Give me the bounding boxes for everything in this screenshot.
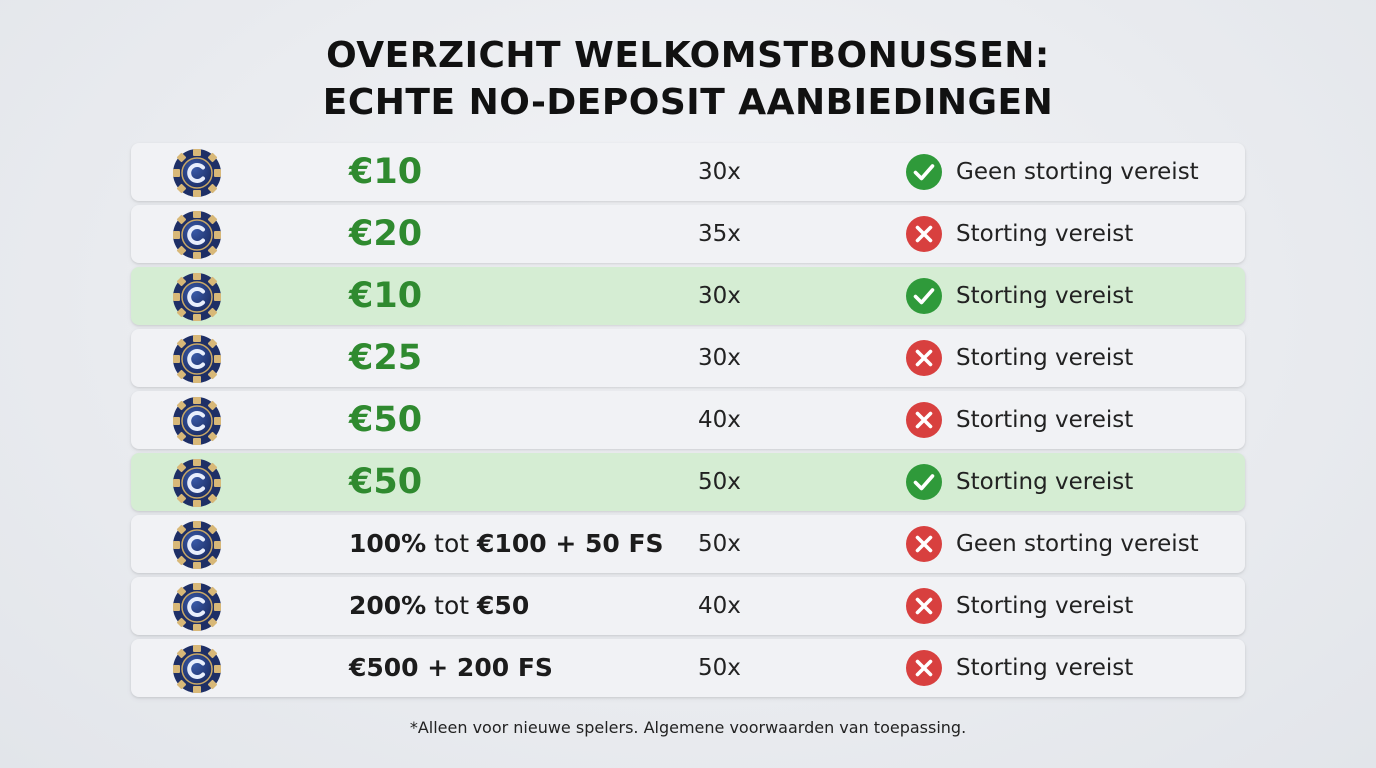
casino-chip-icon xyxy=(172,644,222,694)
bonus-table: €10 30x Geen storting vereist €20 35x Stor… xyxy=(131,143,1245,701)
bonus-amount: €10 xyxy=(349,143,422,201)
bonus-amount-main: €50 xyxy=(349,400,423,440)
check-icon xyxy=(905,463,943,501)
bonus-amount: 200% tot €50 xyxy=(349,577,529,635)
casino-chip-icon xyxy=(172,272,222,322)
bonus-amount: €500 + 200 FS xyxy=(349,639,553,697)
wagering-requirement: 35x xyxy=(698,221,741,247)
footnote: *Alleen voor nieuwe spelers. Algemene vo… xyxy=(409,718,967,737)
bonus-amount-main: 100% xyxy=(349,529,427,558)
deposit-status: Storting vereist xyxy=(956,469,1134,495)
casino-chip-icon xyxy=(172,334,222,384)
bonus-amount-main: €50 xyxy=(349,462,423,502)
bonus-amount-connector: tot xyxy=(426,591,478,620)
wagering-requirement: 30x xyxy=(698,345,741,371)
page-title: OVERZICHT WELKOMSTBONUSSEN: ECHTE NO-DEP… xyxy=(0,32,1376,126)
casino-chip-icon xyxy=(172,520,222,570)
wagering-requirement: 50x xyxy=(698,531,741,557)
table-row: €10 30x Geen storting vereist xyxy=(131,143,1245,201)
bonus-amount-connector: tot xyxy=(426,529,478,558)
table-row: €50 40x Storting vereist xyxy=(131,391,1245,449)
casino-chip-icon xyxy=(172,458,222,508)
table-row: €10 30x Storting vereist xyxy=(131,267,1245,325)
deposit-status: Geen storting vereist xyxy=(956,159,1199,185)
bonus-amount-main: €10 xyxy=(349,276,423,316)
deposit-status: Storting vereist xyxy=(956,655,1134,681)
bonus-amount-main: €10 xyxy=(349,152,423,192)
cross-icon xyxy=(905,339,943,377)
check-icon xyxy=(905,153,943,191)
cross-icon xyxy=(905,649,943,687)
bonus-amount-main: €20 xyxy=(349,214,423,254)
cross-icon xyxy=(905,215,943,253)
bonus-amount: €50 xyxy=(349,453,422,511)
bonus-amount: 100% tot €100 + 50 FS xyxy=(349,515,664,573)
casino-chip-icon xyxy=(172,148,222,198)
wagering-requirement: 50x xyxy=(698,655,741,681)
table-row: 100% tot €100 + 50 FS 50x Geen storting v… xyxy=(131,515,1245,573)
deposit-status: Geen storting vereist xyxy=(956,531,1199,557)
casino-chip-icon xyxy=(172,582,222,632)
deposit-status: Storting vereist xyxy=(956,283,1134,309)
bonus-amount-main: €25 xyxy=(349,338,423,378)
casino-chip-icon xyxy=(172,396,222,446)
wagering-requirement: 30x xyxy=(698,283,741,309)
table-row: 200% tot €50 40x Storting vereist xyxy=(131,577,1245,635)
table-row: €50 50x Storting vereist xyxy=(131,453,1245,511)
wagering-requirement: 40x xyxy=(698,593,741,619)
title-line-1: OVERZICHT WELKOMSTBONUSSEN: xyxy=(326,35,1050,76)
check-icon xyxy=(905,277,943,315)
deposit-status: Storting vereist xyxy=(956,407,1134,433)
wagering-requirement: 50x xyxy=(698,469,741,495)
bonus-amount-main: €500 + 200 FS xyxy=(349,653,553,682)
table-row: €25 30x Storting vereist xyxy=(131,329,1245,387)
table-row: €20 35x Storting vereist xyxy=(131,205,1245,263)
table-row: €500 + 200 FS 50x Storting vereist xyxy=(131,639,1245,697)
title-line-2: ECHTE NO-DEPOSIT AANBIEDINGEN xyxy=(322,82,1054,123)
bonus-amount: €20 xyxy=(349,205,422,263)
bonus-amount: €10 xyxy=(349,267,422,325)
cross-icon xyxy=(905,401,943,439)
wagering-requirement: 40x xyxy=(698,407,741,433)
deposit-status: Storting vereist xyxy=(956,345,1134,371)
bonus-amount: €50 xyxy=(349,391,422,449)
cross-icon xyxy=(905,587,943,625)
wagering-requirement: 30x xyxy=(698,159,741,185)
bonus-amount: €25 xyxy=(349,329,422,387)
bonus-amount-suffix: €50 xyxy=(477,591,530,620)
cross-icon xyxy=(905,525,943,563)
deposit-status: Storting vereist xyxy=(956,221,1134,247)
bonus-amount-main: 200% xyxy=(349,591,427,620)
bonus-amount-suffix: €100 + 50 FS xyxy=(477,529,664,558)
casino-chip-icon xyxy=(172,210,222,260)
deposit-status: Storting vereist xyxy=(956,593,1134,619)
